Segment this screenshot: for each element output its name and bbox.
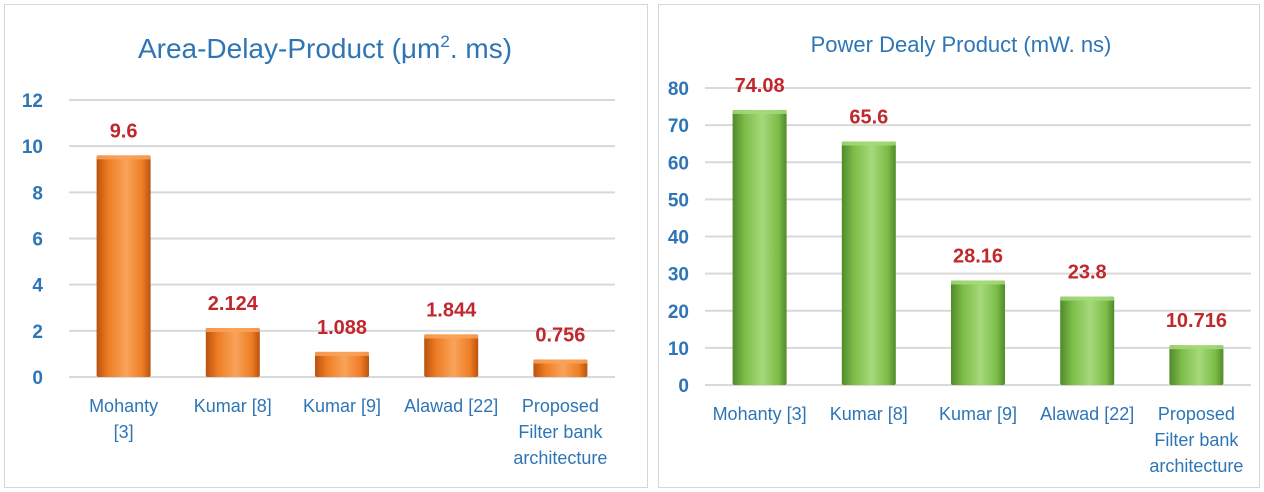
bar — [732, 109, 787, 385]
chart-title: Power Dealy Product (mW. ns) — [811, 32, 1112, 57]
category-label: Mohanty [3] — [89, 396, 158, 442]
chart-title-main: Power Dealy Product (mW. ns) — [811, 32, 1112, 57]
category-label-line: Mohanty [3] — [713, 404, 807, 424]
y-tick-label: 8 — [32, 183, 43, 204]
category-label-line: Kumar [9] — [939, 404, 1017, 424]
bar-top-highlight — [424, 334, 479, 339]
bar — [841, 141, 896, 385]
category-label-line: Alawad [22] — [404, 396, 498, 416]
bar — [1169, 345, 1224, 385]
category-label-line: Filter bank — [518, 422, 603, 442]
chart-title-tail: . ms) — [450, 33, 512, 64]
data-label: 9.6 — [110, 120, 138, 142]
data-label: 0.756 — [535, 325, 585, 347]
category-label: Alawad [22] — [1040, 404, 1134, 424]
area-delay-chart: Area-Delay-Product (μm2. ms)0246810129.6… — [22, 32, 615, 468]
bar-top-highlight — [951, 280, 1005, 285]
category-label-line: Kumar [8] — [194, 396, 272, 416]
y-tick-label: 60 — [668, 153, 689, 174]
y-tick-label: 10 — [668, 339, 689, 360]
data-label: 74.08 — [735, 75, 785, 97]
data-label: 65.6 — [849, 106, 888, 128]
y-tick-label: 0 — [32, 368, 43, 389]
bar-top-highlight — [841, 141, 896, 146]
bar-top-highlight — [533, 359, 588, 364]
category-label-line: architecture — [1149, 456, 1243, 476]
y-tick-label: 10 — [22, 137, 43, 158]
bar — [315, 351, 369, 377]
category-label-line: architecture — [513, 448, 607, 468]
chart-title-main: Area-Delay-Product (μm — [138, 33, 440, 64]
category-label-line: Proposed — [1158, 404, 1235, 424]
bar — [96, 155, 151, 377]
bar-top-highlight — [96, 155, 151, 160]
y-tick-label: 12 — [22, 91, 43, 112]
data-label: 23.8 — [1068, 262, 1107, 284]
category-label: Kumar [9] — [303, 396, 381, 416]
bar-top-highlight — [1060, 296, 1115, 301]
category-label: Proposed Filter bank architecture — [1149, 404, 1243, 476]
bar — [205, 327, 260, 377]
data-label: 2.124 — [208, 293, 259, 315]
y-tick-label: 2 — [32, 322, 43, 343]
y-tick-label: 70 — [668, 116, 689, 137]
category-label-line: Mohanty — [89, 396, 158, 416]
y-tick-label: 30 — [668, 265, 689, 286]
chart-title-superscript: 2 — [440, 32, 449, 51]
category-label-line: Kumar [8] — [830, 404, 908, 424]
category-label-line: Filter bank — [1154, 430, 1239, 450]
y-tick-label: 6 — [32, 230, 43, 251]
category-label: Kumar [8] — [830, 404, 908, 424]
chart-title: Area-Delay-Product (μm2. ms) — [138, 32, 512, 64]
category-label-line: Kumar [9] — [303, 396, 381, 416]
data-label: 1.844 — [426, 299, 477, 321]
category-label: Mohanty [3] — [713, 404, 807, 424]
bar-top-highlight — [315, 351, 369, 356]
chart-panel-power-delay: Power Dealy Product (mW. ns) 0 10 20 30 40 50 6… — [658, 4, 1260, 488]
y-tick-label: 50 — [668, 190, 689, 211]
bar-top-highlight — [1169, 345, 1224, 350]
category-label: Alawad [22] — [404, 396, 498, 416]
category-label: Kumar [8] — [194, 396, 272, 416]
bar-top-highlight — [205, 327, 260, 332]
bar — [951, 280, 1005, 385]
y-tick-label: 40 — [668, 228, 689, 249]
category-label-line: [3] — [114, 422, 134, 442]
category-label: Proposed Filter bank architecture — [513, 396, 607, 468]
y-tick-label: 4 — [32, 276, 43, 297]
y-tick-label: 20 — [668, 302, 689, 323]
y-tick-label: 0 — [678, 376, 689, 397]
data-label: 1.088 — [317, 317, 367, 339]
category-label-line: Alawad [22] — [1040, 404, 1134, 424]
bar — [1060, 296, 1115, 385]
data-label: 10.716 — [1166, 310, 1227, 332]
category-label-line: Proposed — [522, 396, 599, 416]
power-delay-chart: Power Dealy Product (mW. ns) 0 10 20 30 40 50 6… — [668, 32, 1251, 476]
bar — [533, 359, 588, 377]
category-label: Kumar [9] — [939, 404, 1017, 424]
data-label: 28.16 — [953, 245, 1003, 267]
chart-panel-area-delay: Area-Delay-Product (μm2. ms) 0 2 4 6 8 10 12 9.6… — [4, 4, 648, 488]
y-tick-label: 80 — [668, 79, 689, 100]
bar — [424, 334, 479, 377]
bar-top-highlight — [732, 109, 787, 114]
